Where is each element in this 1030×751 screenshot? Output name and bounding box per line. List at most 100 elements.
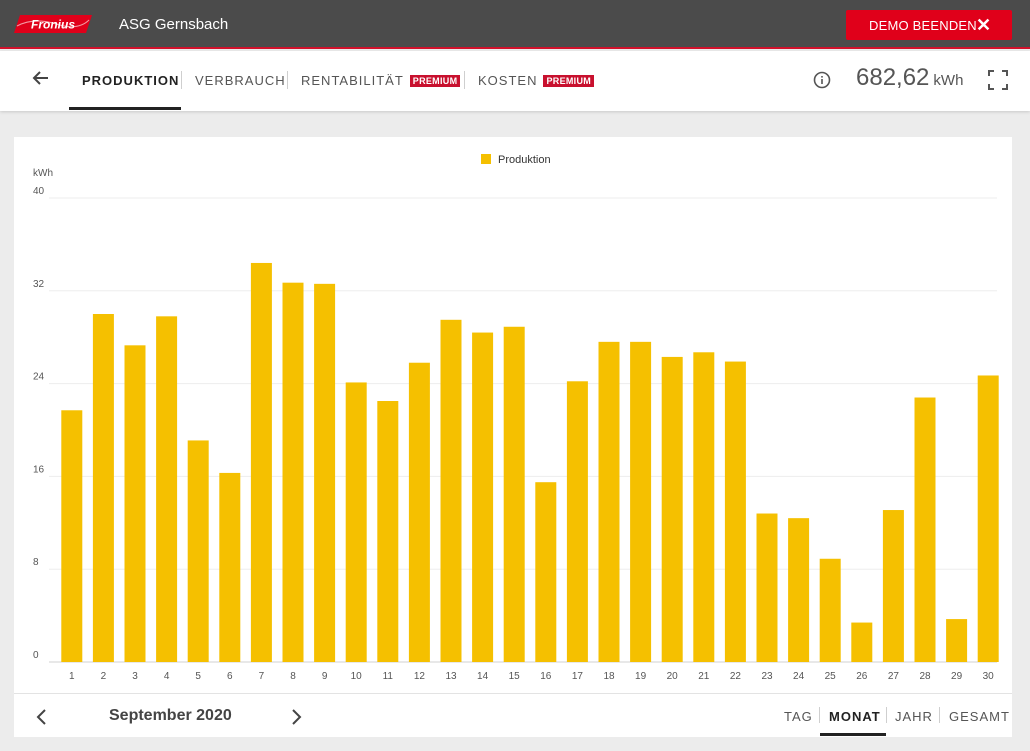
x-tick-label: 11	[383, 671, 394, 682]
tab-rentabilitaet[interactable]: RENTABILITÄT PREMIUM	[301, 73, 461, 88]
legend-label[interactable]: Produktion	[498, 154, 551, 166]
x-tick-label: 7	[259, 671, 265, 682]
x-tick-label: 4	[164, 671, 170, 682]
bar-day-8[interactable]	[282, 282, 304, 662]
bar-day-22[interactable]	[724, 361, 746, 662]
range-monat[interactable]: MONAT	[829, 709, 881, 724]
x-tick-label: 3	[132, 671, 138, 682]
bar-day-2[interactable]	[92, 314, 114, 662]
bar-day-18[interactable]	[598, 341, 620, 662]
fullscreen-icon[interactable]	[987, 69, 1009, 91]
tab-verbrauch[interactable]: VERBRAUCH	[195, 73, 286, 88]
x-tick-label: 12	[414, 671, 426, 682]
y-tick-label: 40	[33, 186, 45, 197]
demo-end-button[interactable]: DEMO BEENDEN ✕	[846, 10, 1012, 40]
total-unit: kWh	[933, 72, 964, 89]
tab-divider	[287, 71, 288, 89]
x-tick-label: 30	[983, 671, 995, 682]
bar-day-13[interactable]	[440, 319, 462, 662]
x-tick-label: 14	[477, 671, 489, 682]
x-tick-label: 5	[195, 671, 201, 682]
x-tick-label: 9	[322, 671, 328, 682]
fronius-logo[interactable]: Fronius	[14, 14, 92, 34]
x-tick-label: 17	[572, 671, 584, 682]
x-tick-label: 26	[856, 671, 868, 682]
demo-end-label: DEMO BEENDEN	[869, 18, 977, 33]
bar-day-19[interactable]	[630, 341, 652, 662]
y-tick-label: 16	[33, 464, 45, 475]
tab-produktion[interactable]: PRODUKTION	[82, 73, 180, 88]
range-divider	[886, 707, 887, 723]
bar-day-6[interactable]	[219, 472, 241, 662]
bar-day-7[interactable]	[250, 262, 272, 662]
bar-day-10[interactable]	[345, 382, 367, 662]
period-label: September 2020	[109, 707, 232, 724]
active-range-indicator	[820, 733, 886, 736]
range-tag[interactable]: TAG	[784, 709, 813, 724]
bar-day-9[interactable]	[314, 283, 336, 662]
bar-day-26[interactable]	[851, 622, 873, 662]
total-value: 682,62	[856, 64, 930, 91]
bar-day-27[interactable]	[882, 510, 904, 662]
range-divider	[939, 707, 940, 723]
bar-day-5[interactable]	[187, 440, 209, 662]
total-production: 682,62 kWh	[856, 64, 963, 92]
x-tick-label: 2	[101, 671, 107, 682]
x-tick-label: 1	[69, 671, 75, 682]
bar-day-21[interactable]	[693, 352, 715, 662]
bar-day-29[interactable]	[946, 619, 968, 662]
tab-rentabilitaet-label: RENTABILITÄT	[301, 73, 404, 88]
x-tick-label: 18	[603, 671, 615, 682]
bar-day-11[interactable]	[377, 401, 399, 662]
bar-day-3[interactable]	[124, 345, 146, 662]
chevron-left-icon[interactable]	[34, 707, 50, 727]
y-axis-unit: kWh	[33, 168, 53, 179]
bar-day-28[interactable]	[914, 397, 936, 662]
tab-kosten-label: KOSTEN	[478, 73, 538, 88]
site-name: ASG Gernsbach	[119, 16, 229, 33]
x-tick-label: 6	[227, 671, 233, 682]
range-gesamt[interactable]: GESAMT	[949, 709, 1010, 724]
x-tick-label: 29	[951, 671, 963, 682]
bar-day-30[interactable]	[977, 375, 999, 662]
back-arrow-icon[interactable]	[30, 67, 52, 89]
bar-day-14[interactable]	[472, 332, 494, 662]
x-tick-label: 19	[635, 671, 647, 682]
close-icon: ✕	[976, 15, 992, 35]
logo-text: Fronius	[31, 18, 75, 32]
x-tick-label: 8	[290, 671, 296, 682]
premium-badge: PREMIUM	[409, 75, 461, 87]
x-tick-label: 27	[888, 671, 900, 682]
top-bar: Fronius ASG Gernsbach DEMO BEENDEN ✕	[0, 0, 1030, 49]
bar-day-12[interactable]	[408, 362, 430, 662]
bar-day-15[interactable]	[503, 326, 525, 662]
bar-day-1[interactable]	[61, 410, 83, 662]
tab-divider	[181, 71, 182, 89]
x-tick-label: 22	[730, 671, 742, 682]
bar-day-20[interactable]	[661, 356, 683, 662]
x-tick-label: 21	[698, 671, 710, 682]
range-jahr[interactable]: JAHR	[895, 709, 933, 724]
y-tick-label: 8	[33, 557, 39, 568]
x-tick-label: 28	[919, 671, 931, 682]
x-tick-label: 13	[445, 671, 457, 682]
premium-badge: PREMIUM	[543, 75, 595, 87]
x-tick-label: 15	[509, 671, 521, 682]
tab-kosten[interactable]: KOSTEN PREMIUM	[478, 73, 595, 88]
bar-day-16[interactable]	[535, 482, 557, 662]
x-tick-label: 23	[761, 671, 773, 682]
y-tick-label: 32	[33, 279, 45, 290]
bar-day-17[interactable]	[566, 381, 588, 662]
info-icon[interactable]	[813, 71, 831, 89]
bar-day-4[interactable]	[156, 316, 178, 662]
bar-day-24[interactable]	[788, 518, 810, 662]
bar-day-23[interactable]	[756, 513, 778, 662]
y-tick-label: 0	[33, 650, 39, 661]
chevron-right-icon[interactable]	[288, 707, 304, 727]
nav-bar: PRODUKTION VERBRAUCH RENTABILITÄT PREMIUM…	[0, 51, 1030, 111]
footer-divider	[14, 693, 1012, 694]
bar-day-25[interactable]	[819, 558, 841, 662]
x-tick-label: 10	[351, 671, 363, 682]
tab-divider	[464, 71, 465, 89]
